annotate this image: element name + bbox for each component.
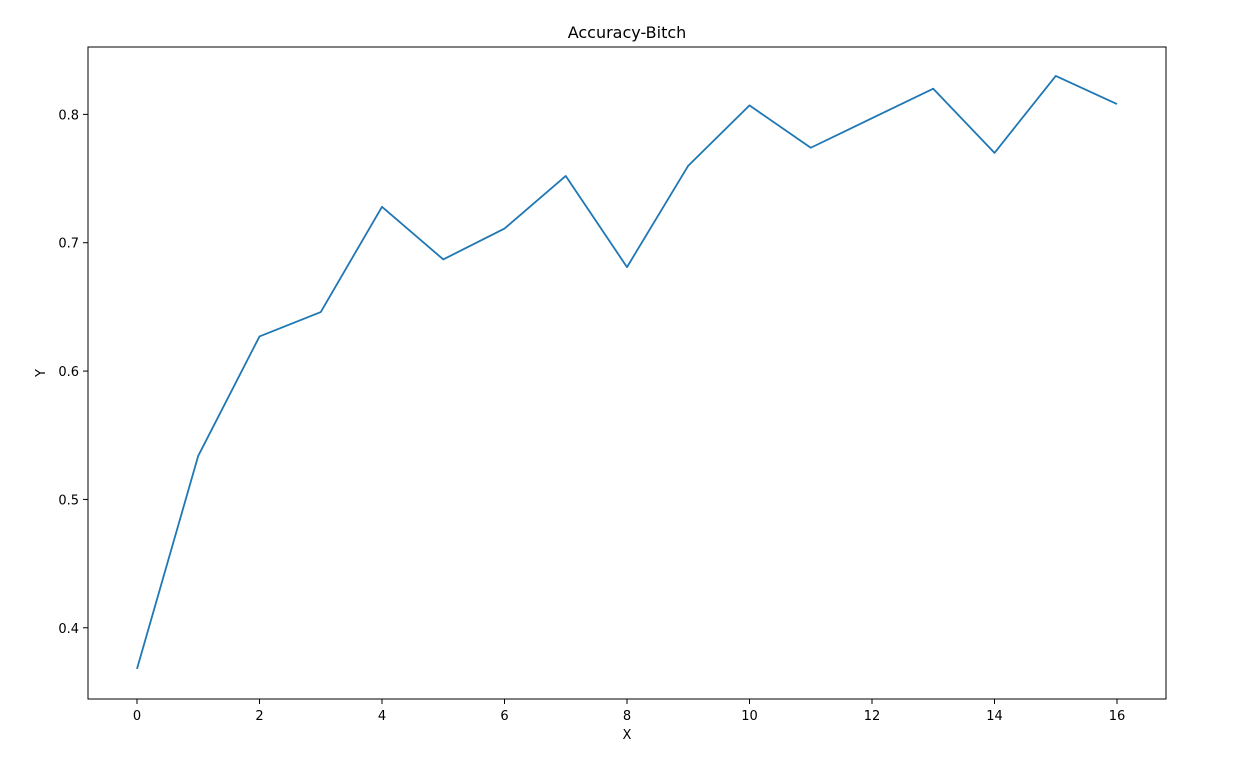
x-tick-label: 14	[986, 709, 1003, 724]
plot-area	[88, 47, 1166, 699]
x-tick-label: 6	[500, 709, 508, 724]
plot-frame	[87, 46, 1167, 700]
chart-title: Accuracy-Bitch	[568, 23, 687, 42]
y-tick-label: 0.4	[58, 622, 79, 637]
y-tick-label: 0.6	[58, 365, 79, 380]
x-tick-label: 10	[741, 709, 758, 724]
y-axis-label: Y	[34, 369, 49, 378]
x-tick-label: 4	[378, 709, 386, 724]
y-tick-label: 0.5	[58, 493, 79, 508]
x-axis-ticks: 0 2 4 6 8 10 12 14 16	[133, 699, 1125, 724]
y-tick-label: 0.7	[58, 237, 79, 252]
x-tick-label: 16	[1109, 709, 1126, 724]
x-axis-label: X	[623, 728, 632, 743]
x-tick-label: 2	[255, 709, 263, 724]
x-tick-label: 8	[623, 709, 631, 724]
x-tick-label: 0	[133, 709, 141, 724]
series-line-0	[136, 74, 1118, 670]
y-tick-label: 0.8	[58, 108, 79, 123]
data-marks	[136, 74, 1118, 670]
y-axis-ticks: 0.4 0.5 0.6 0.7 0.8	[58, 108, 88, 637]
x-tick-label: 12	[864, 709, 881, 724]
